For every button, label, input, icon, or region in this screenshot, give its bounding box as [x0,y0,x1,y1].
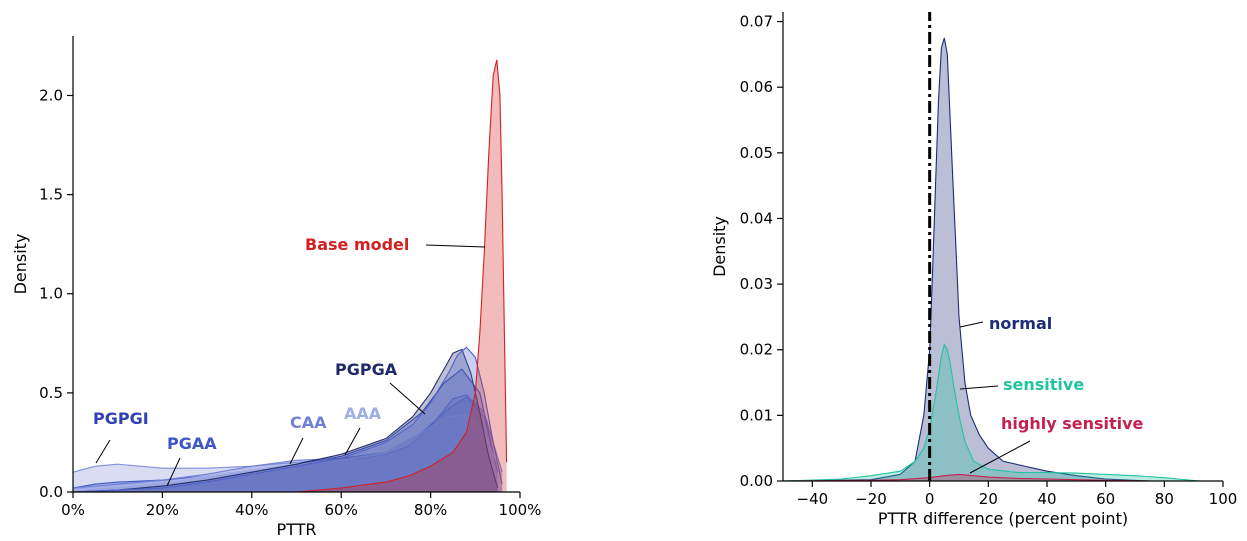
series-area-pgaa [73,369,498,492]
left-density-chart: 0% 20% 40% 60% 80% 100% 0.00.51.01.52.0 PTTR … [11,36,541,539]
y-tick-label: 0.0 [39,483,63,501]
y-tick-label: 0.01 [740,406,773,424]
y-tick-label: 0.05 [740,144,773,162]
annotation-leader-aaa [344,427,361,456]
series-line-caa [72,394,503,489]
y-tick-label: 0.5 [39,384,63,402]
x-tick-label: −20 [855,490,887,508]
left-x-axis-title: PTTR [276,520,316,539]
left-y-axis-title: Density [11,234,30,295]
right-y-axis-title: Density [710,216,729,277]
annotation-sensitive: sensitive [1003,375,1084,394]
series-line-pgpga-second [72,346,503,493]
x-tick-label: 40% [235,501,268,519]
series-line-aaa [72,414,503,491]
series-area-pgpga [73,349,498,492]
y-tick-label: 0.07 [740,13,773,31]
x-tick-label: −40 [797,490,829,508]
x-tick-label: 100 [1209,490,1238,508]
left-x-ticks: 0% 20% 40% 60% 80% 100% [61,492,541,519]
right-density-chart: −40 −20 0 20 40 60 80 100 0.000.010.020.030.040… [710,12,1237,528]
y-tick-label: 0.02 [740,341,773,359]
x-tick-label: 60 [1096,490,1115,508]
y-tick-label: 0.03 [740,275,773,293]
series-line-pgpgi [72,396,499,473]
right-x-axis-title: PTTR difference (percent point) [878,509,1128,528]
right-series-layer [782,37,1200,482]
series-line-pgaa [72,368,499,489]
annotation-pgpgi: PGPGI [93,409,149,428]
x-tick-label: 80% [414,501,447,519]
x-tick-label: 20% [146,501,179,519]
series-area-base-model [73,59,507,493]
y-tick-label: 0.06 [740,78,773,96]
annotation-leader-normal [959,321,984,328]
x-tick-label: 80 [1155,490,1174,508]
right-annotations: normal sensitive highly sensitive [959,314,1144,474]
annotation-leader-pgpga [389,382,426,415]
annotation-pgpga: PGPGA [335,360,398,379]
series-line-pgpga [72,348,499,493]
x-tick-label: 0 [925,490,935,508]
x-tick-label: 40 [1037,490,1056,508]
series-area-aaa [73,414,503,492]
annotation-leader-pgaa [166,457,181,487]
annotation-leader-pgpgi [95,439,111,464]
x-tick-label: 20 [979,490,998,508]
series-area-caa [73,394,503,492]
y-tick-label: 1.0 [39,285,63,303]
y-tick-label: 0.00 [740,472,773,490]
left-series-layer [72,59,508,493]
annotation-leader-base-model [425,244,486,248]
annotation-aaa: AAA [344,404,382,423]
series-line-base-model [73,59,508,493]
annotation-pgaa: PGAA [167,434,217,453]
y-tick-label: 2.0 [39,86,63,104]
left-y-ticks: 0.0 0.5 1.0 1.5 2.0 [39,86,73,501]
x-tick-label: 60% [325,501,358,519]
left-annotations: Base model PGPGA PGPGI PGAA CAA AAA [93,235,486,487]
y-tick-label: 1.5 [39,186,63,204]
annotation-normal: normal [989,314,1052,333]
annotation-base-model: Base model [305,235,409,254]
x-tick-label: 100% [499,501,542,519]
y-tick-label: 0.04 [740,209,773,227]
series-line-normal [782,37,1150,482]
annotation-caa: CAA [290,413,327,432]
right-y-ticks: 0.00 0.01 0.02 0.03 0.04 0.05 0.06 0.07 [740,13,783,490]
annotation-leader-sensitive [959,385,999,390]
right-x-ticks: −40 −20 0 20 40 60 80 100 [797,481,1238,508]
series-area-pgpga-second [73,347,503,492]
series-line-highly-sensitive [782,473,1150,482]
annotation-highly-sensitive: highly sensitive [1001,414,1144,433]
series-line-sensitive [782,343,1200,482]
annotation-leader-caa [289,437,304,465]
x-tick-label: 0% [61,501,85,519]
annotation-leader-highly-sensitive [969,440,1031,474]
